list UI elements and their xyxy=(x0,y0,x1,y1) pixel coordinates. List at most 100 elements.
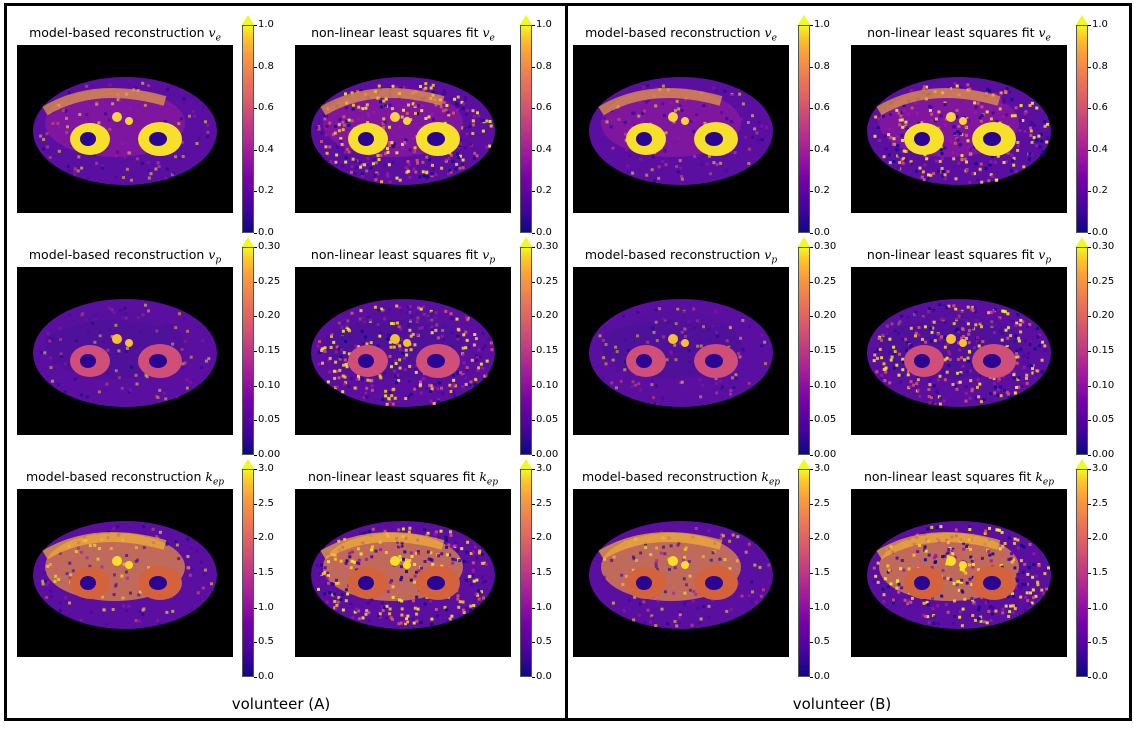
mri-map-2-1 xyxy=(295,489,511,657)
mri-map-1-1 xyxy=(295,267,511,435)
colorbar-tick: 0.20 xyxy=(1087,310,1115,322)
colorbar-tick: 0.0 xyxy=(1088,227,1108,238)
colorbar-tick: 2.5 xyxy=(1088,497,1108,509)
mri-map-2-2 xyxy=(573,489,789,657)
colorbar-0-3: 1.0 0.8 0.6 0.4 0.2 0.0 xyxy=(1075,15,1108,238)
colorbar-tick: 0.4 xyxy=(810,143,830,155)
colorbar-2-2: 3.0 2.5 2.0 1.5 1.0 0.5 0.0 xyxy=(797,459,830,682)
nlls-title-2-3: non-linear least squares fit kep xyxy=(863,469,1055,488)
colorbar-tick: 0.6 xyxy=(532,102,552,114)
colorbar-tick: 0.00 xyxy=(531,449,559,460)
colorbar-0-1: 1.0 0.8 0.6 0.4 0.2 0.0 xyxy=(519,15,552,238)
colorbar-tick: 2.0 xyxy=(810,532,830,544)
colorbar-tick: 0.6 xyxy=(1088,102,1108,114)
colorbar-tick: 0.10 xyxy=(1087,379,1115,391)
mri-map-2-0 xyxy=(17,489,233,657)
mri-map-0-3 xyxy=(851,45,1067,213)
mri-map-1-0 xyxy=(17,267,233,435)
colorbar-tick: 0.0 xyxy=(1088,671,1108,682)
colorbar-tick: 1.0 xyxy=(1088,601,1108,613)
colorbar-tick: 1.0 xyxy=(810,19,830,30)
colorbar-tick: 0.05 xyxy=(253,414,281,426)
colorbar-tick: 0.6 xyxy=(254,102,274,114)
nlls-title-0-1: non-linear least squares fit ve xyxy=(311,25,495,44)
colorbar-tick: 0.30 xyxy=(1087,241,1115,252)
colorbar-tick: 0.10 xyxy=(253,379,281,391)
colorbar-tick: 0.05 xyxy=(531,414,559,426)
colorbar-tick: 0.8 xyxy=(1088,60,1108,72)
colorbar-tick: 2.0 xyxy=(532,532,552,544)
nlls-title-1-3: non-linear least squares fit vp xyxy=(866,247,1052,266)
colorbar-2-1: 3.0 2.5 2.0 1.5 1.0 0.5 0.0 xyxy=(519,459,552,682)
colorbar-tick: 1.0 xyxy=(532,601,552,613)
colorbar-tick: 0.2 xyxy=(810,185,830,197)
colorbar-tick: 0.5 xyxy=(810,636,830,648)
colorbar-tick: 0.0 xyxy=(254,671,274,682)
colorbar-tick: 1.5 xyxy=(810,567,830,578)
colorbar-tick: 1.0 xyxy=(254,19,274,30)
colorbar-arrow xyxy=(519,459,533,470)
colorbar-tick: 0.30 xyxy=(809,241,837,252)
mri-map-1-3 xyxy=(851,267,1067,435)
nlls-title-2-1: non-linear least squares fit kep xyxy=(307,469,499,488)
colorbar-tick: 0.05 xyxy=(809,414,837,426)
colorbar-tick: 0.05 xyxy=(1087,414,1115,426)
colorbar-tick: 1.5 xyxy=(1088,567,1108,578)
model-title-2-0: model-based reconstruction kep xyxy=(25,469,225,488)
colorbar-tick: 0.00 xyxy=(1087,449,1115,460)
colorbar-tick: 2.5 xyxy=(810,497,830,509)
colorbar-arrow xyxy=(519,15,533,26)
model-title-0-0: model-based reconstruction ve xyxy=(29,25,221,44)
colorbar-tick: 3.0 xyxy=(810,463,830,474)
colorbar-tick: 0.10 xyxy=(531,379,559,391)
colorbar-tick: 1.5 xyxy=(532,567,552,578)
volunteer-b-label: volunteer (B) xyxy=(792,695,892,713)
colorbar-tick: 1.0 xyxy=(1088,19,1108,30)
colorbar-tick: 0.00 xyxy=(253,449,281,460)
colorbar-tick: 1.5 xyxy=(254,567,274,578)
colorbar-tick: 3.0 xyxy=(254,463,274,474)
colorbar-arrow xyxy=(1075,15,1089,26)
colorbar-tick: 1.0 xyxy=(254,601,274,613)
colorbar-tick: 0.4 xyxy=(532,143,552,155)
colorbar-tick: 0.10 xyxy=(809,379,837,391)
colorbar-tick: 0.8 xyxy=(254,60,274,72)
colorbar-tick: 1.0 xyxy=(532,19,552,30)
colorbar-arrow xyxy=(241,459,255,470)
colorbar-0-2: 1.0 0.8 0.6 0.4 0.2 0.0 xyxy=(797,15,830,238)
colorbar-tick: 2.0 xyxy=(254,532,274,544)
colorbar-tick: 1.0 xyxy=(810,601,830,613)
volunteer-a-label: volunteer (A) xyxy=(231,695,331,713)
colorbar-tick: 0.25 xyxy=(1087,275,1115,287)
colorbar-tick: 0.0 xyxy=(810,227,830,238)
mri-map-0-0 xyxy=(17,45,233,213)
colorbar-tick: 0.5 xyxy=(254,636,274,648)
colorbar-tick: 0.30 xyxy=(531,241,559,252)
colorbar-1-0: 0.30 0.25 0.20 0.15 0.10 0.05 0.00 xyxy=(241,237,280,460)
model-title-1-0: model-based reconstruction vp xyxy=(28,247,222,266)
colorbar-arrow xyxy=(797,237,811,248)
colorbar-0-0: 1.0 0.8 0.6 0.4 0.2 0.0 xyxy=(241,15,274,238)
colorbar-arrow xyxy=(1075,237,1089,248)
colorbar-tick: 2.0 xyxy=(1088,532,1108,544)
colorbar-tick: 0.5 xyxy=(1088,636,1108,648)
colorbar-2-3: 3.0 2.5 2.0 1.5 1.0 0.5 0.0 xyxy=(1075,459,1108,682)
colorbar-tick: 0.8 xyxy=(532,60,552,72)
colorbar-arrow xyxy=(797,459,811,470)
colorbar-tick: 0.15 xyxy=(1087,345,1115,356)
colorbar-tick: 0.25 xyxy=(809,275,837,287)
colorbar-tick: 0.0 xyxy=(532,227,552,238)
model-title-0-2: model-based reconstruction ve xyxy=(585,25,777,44)
colorbar-tick: 0.8 xyxy=(810,60,830,72)
colorbar-1-1: 0.30 0.25 0.20 0.15 0.10 0.05 0.00 xyxy=(519,237,558,460)
colorbar-tick: 0.2 xyxy=(1088,185,1108,197)
colorbar-tick: 0.25 xyxy=(531,275,559,287)
colorbar-tick: 2.5 xyxy=(532,497,552,509)
colorbar-tick: 0.6 xyxy=(810,102,830,114)
colorbar-tick: 0.30 xyxy=(253,241,281,252)
colorbar-tick: 0.0 xyxy=(532,671,552,682)
colorbar-tick: 0.0 xyxy=(810,671,830,682)
mri-map-1-2 xyxy=(573,267,789,435)
colorbar-arrow xyxy=(519,237,533,248)
colorbar-tick: 0.5 xyxy=(532,636,552,648)
